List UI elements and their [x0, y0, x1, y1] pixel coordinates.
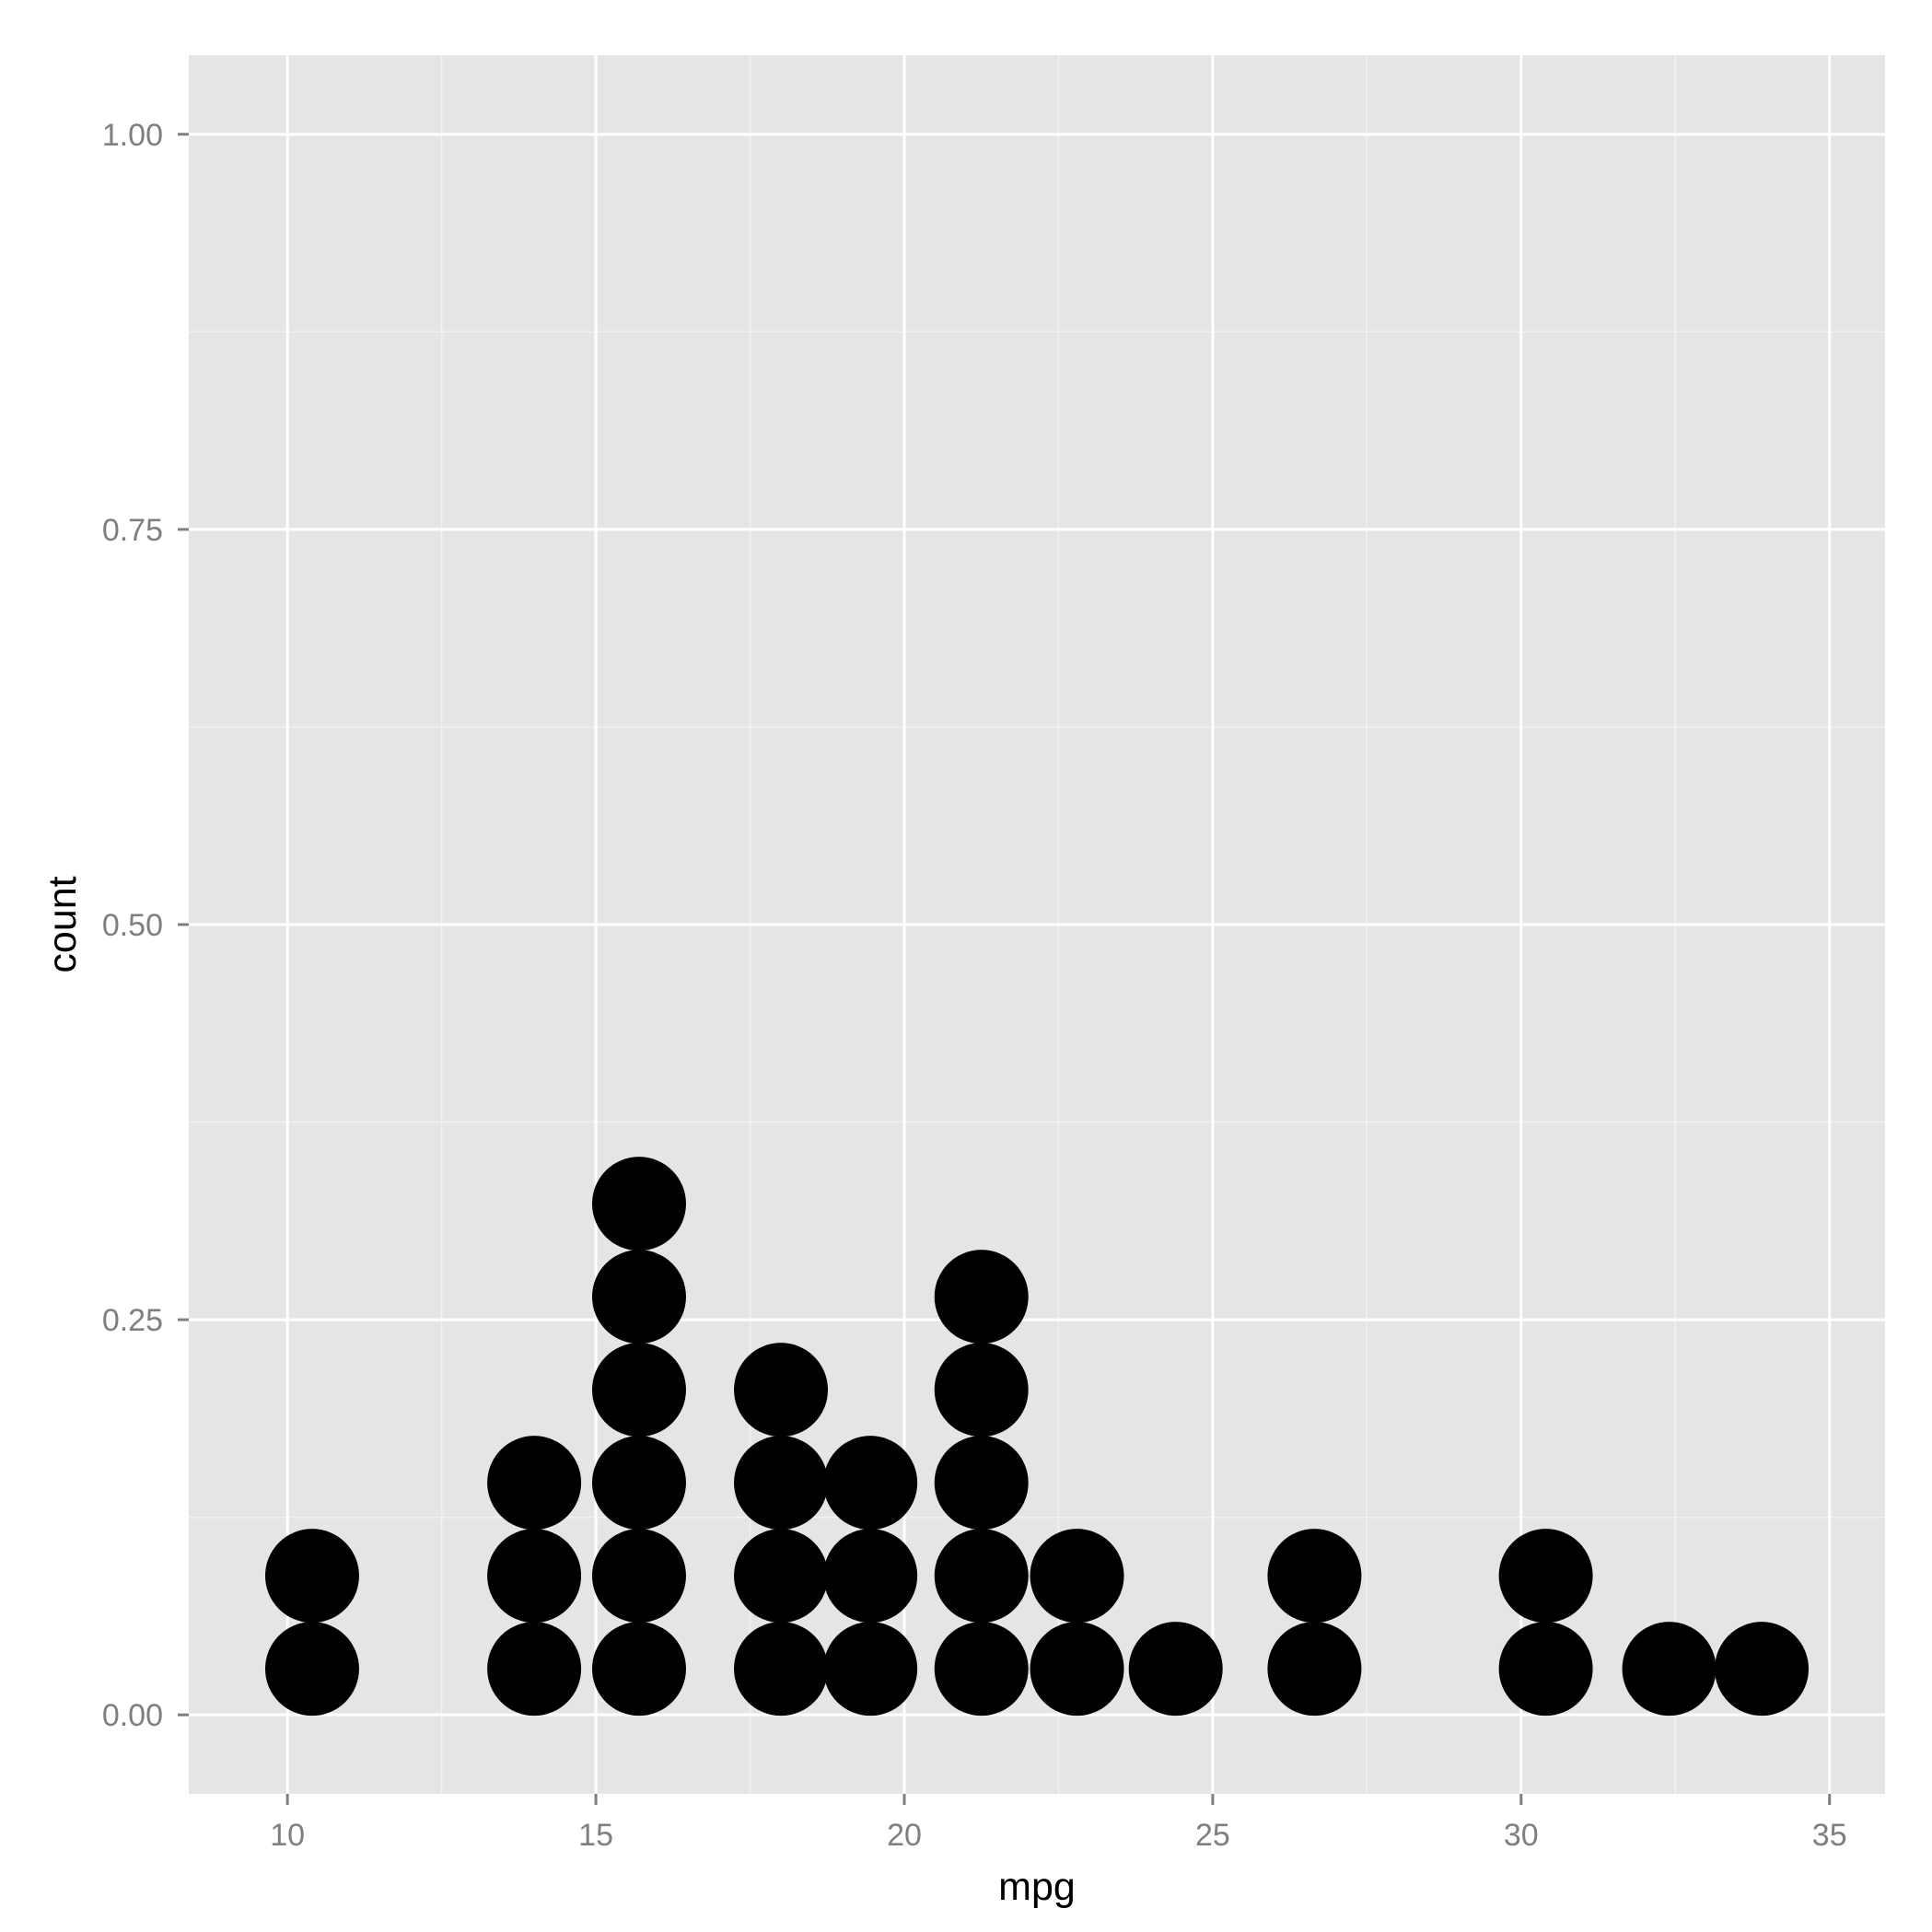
dot [591, 1529, 686, 1624]
x-tick-label: 15 [578, 1818, 613, 1853]
dot [487, 1529, 582, 1624]
dot [934, 1343, 1029, 1437]
dot [734, 1529, 829, 1624]
dot-stacks [264, 1157, 1810, 1717]
dot [734, 1436, 829, 1530]
dot [934, 1529, 1029, 1624]
dot [823, 1529, 918, 1624]
x-tick-label: 35 [1812, 1818, 1847, 1853]
major-gridlines [189, 55, 1885, 1794]
dot [591, 1436, 686, 1530]
dot [934, 1622, 1029, 1717]
y-tick-label: 0.00 [102, 1698, 163, 1733]
dot [1715, 1622, 1810, 1717]
x-tick-label: 30 [1504, 1818, 1539, 1853]
dot [1030, 1529, 1124, 1624]
dot [934, 1250, 1029, 1344]
dot [734, 1622, 829, 1717]
dot [934, 1436, 1029, 1530]
dot [823, 1436, 918, 1530]
dot [264, 1622, 359, 1717]
y-tick-label: 1.00 [102, 118, 163, 153]
y-tick-label: 0.50 [102, 908, 163, 943]
x-axis: 10 15 20 25 30 35 [270, 1794, 1847, 1853]
dot [823, 1622, 918, 1717]
y-axis: 0.00 0.25 0.50 0.75 1.00 [102, 118, 189, 1733]
dot [591, 1622, 686, 1717]
dot [487, 1436, 582, 1530]
dot [487, 1622, 582, 1717]
dot [1128, 1622, 1223, 1717]
y-tick-label: 0.25 [102, 1303, 163, 1338]
dot [591, 1343, 686, 1437]
y-axis-title: count [41, 876, 85, 972]
y-tick-label: 0.75 [102, 513, 163, 548]
x-tick-label: 20 [887, 1818, 922, 1853]
dot [591, 1250, 686, 1344]
dot [1030, 1622, 1124, 1717]
dot [1498, 1622, 1593, 1717]
dot [1622, 1622, 1717, 1717]
x-tick-label: 25 [1195, 1818, 1230, 1853]
dot [1498, 1529, 1593, 1624]
dot [734, 1343, 829, 1437]
dot [1267, 1529, 1362, 1624]
x-tick-label: 10 [270, 1818, 305, 1853]
dot [1267, 1622, 1362, 1717]
dot [591, 1157, 686, 1251]
x-axis-title: mpg [998, 1865, 1076, 1909]
dot [264, 1529, 359, 1624]
